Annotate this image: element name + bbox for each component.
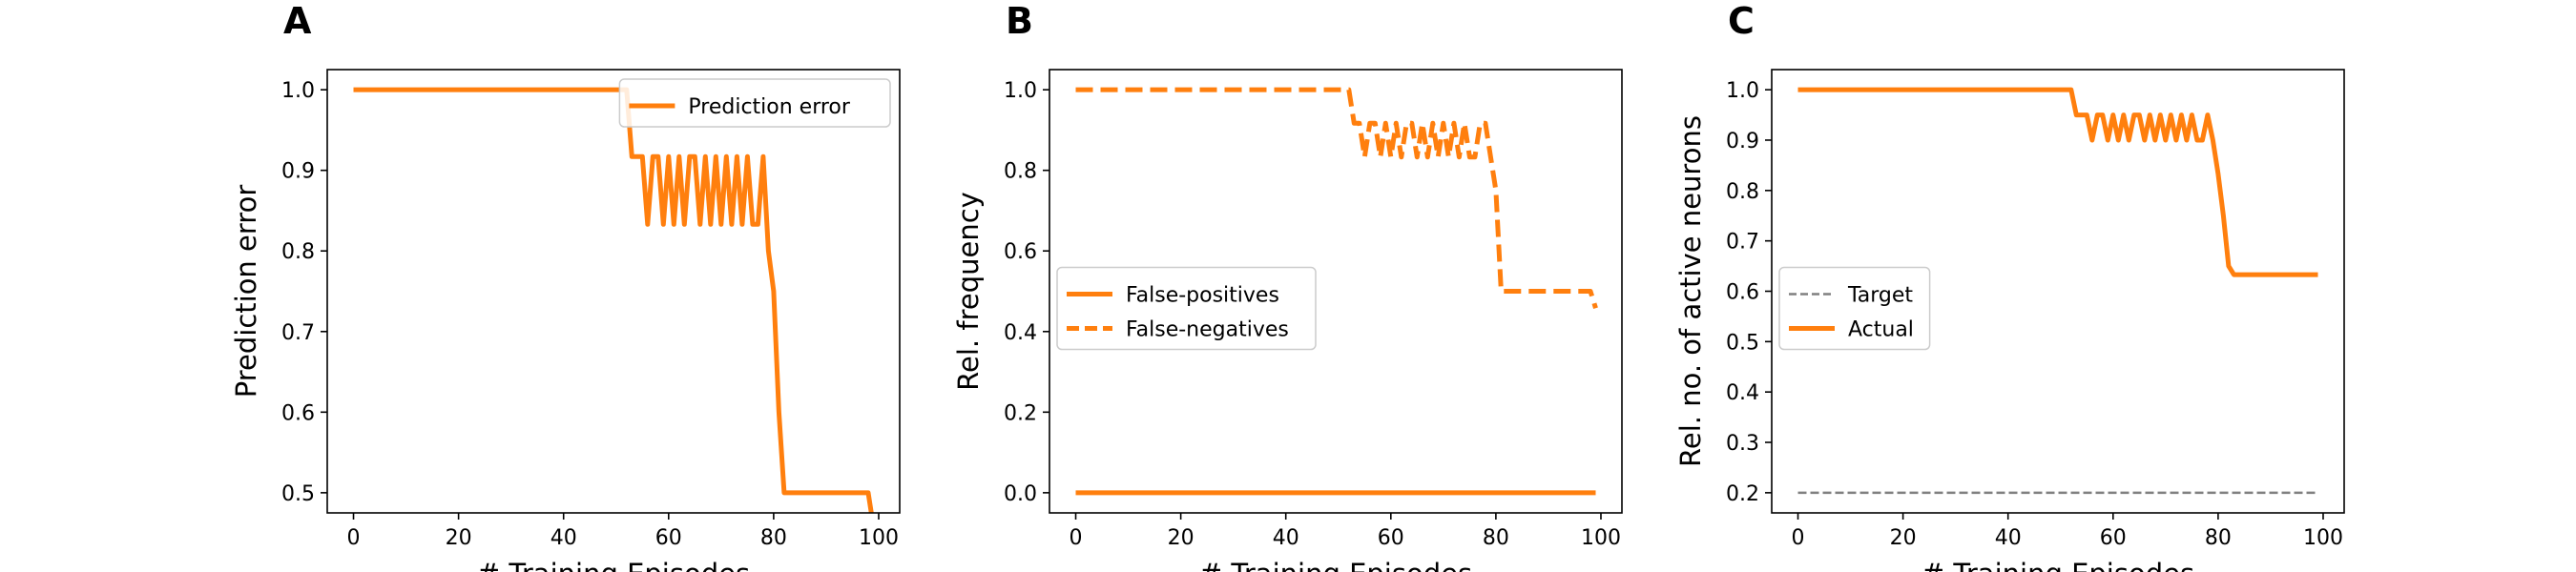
x-tick-label: 40	[551, 526, 577, 550]
y-tick-label: 0.4	[1726, 381, 1759, 405]
legend-label: Prediction error	[688, 95, 850, 119]
x-tick-label: 20	[1890, 526, 1917, 550]
x-tick-label: 100	[2303, 526, 2343, 550]
chart-panel-b: B 0 20 40 60 80 100 0.0 0.2 0.4 0.6 0.8 1.0 # Trainin…	[952, 0, 1623, 572]
y-axis-label: Prediction error	[230, 185, 262, 398]
legend-label: False-positives	[1126, 284, 1279, 308]
y-tick-label: 1.0	[1726, 79, 1759, 103]
y-tick-label: 0.3	[1726, 432, 1759, 456]
y-tick-label: 0.7	[1726, 231, 1759, 255]
chart-panel-c: C 0 20 40 60 80 100 0.2 0.3 0.4 0.5 0.6 0.7 0.8 0.9 1.0…	[1674, 0, 2345, 572]
x-tick-label: 20	[446, 526, 472, 550]
x-tick-label: 0	[347, 526, 361, 550]
x-tick-label: 60	[2100, 526, 2127, 550]
x-tick-label: 20	[1168, 526, 1195, 550]
series-line-prediction-error	[353, 87, 874, 513]
y-tick-label: 0.8	[1726, 180, 1759, 204]
legend-label: False-negatives	[1126, 318, 1289, 342]
y-tick-label: 0.6	[1004, 240, 1037, 264]
series-line-actual	[1797, 87, 2318, 277]
x-tick-label: 80	[2205, 526, 2232, 550]
legend-label: Actual	[1848, 318, 1914, 342]
y-tick-label: 0.8	[281, 240, 315, 264]
x-tick-label: 60	[655, 526, 682, 550]
legend: Target Actual	[1778, 266, 1931, 351]
y-axis-label: Rel. frequency	[952, 192, 985, 391]
x-axis-label: # Training Episodes	[1922, 558, 2194, 572]
y-tick-label: 0.9	[281, 160, 315, 184]
y-tick-label: 0.2	[1726, 482, 1759, 506]
x-tick-label: 100	[1581, 526, 1621, 550]
x-axis-label: # Training Episodes	[1199, 558, 1472, 572]
y-tick-label: 0.5	[281, 482, 315, 506]
panel-label: A	[283, 0, 312, 42]
y-tick-label: 0.9	[1726, 130, 1759, 153]
x-tick-label: 40	[1273, 526, 1299, 550]
x-tick-label: 80	[760, 526, 787, 550]
y-tick-label: 0.6	[281, 401, 315, 425]
x-tick-label: 0	[1792, 526, 1805, 550]
panel-label: B	[1006, 0, 1033, 42]
x-tick-label: 80	[1483, 526, 1509, 550]
chart-panel-a: A 0 20 40 60 80 100 0.5 0.6 0.7 0.8 0.9 1.0 # Trainin…	[230, 0, 901, 572]
axes-frame	[326, 69, 901, 514]
x-tick-label: 40	[1995, 526, 2022, 550]
legend-box	[1056, 266, 1317, 351]
y-tick-label: 0.0	[1004, 482, 1037, 506]
panel-label: C	[1728, 0, 1755, 42]
x-tick-label: 60	[1378, 526, 1404, 550]
y-axis-label: Rel. no. of active neurons	[1674, 115, 1707, 467]
y-tick-label: 0.5	[1726, 331, 1759, 355]
y-tick-label: 1.0	[281, 79, 315, 103]
y-tick-label: 1.0	[1004, 79, 1037, 103]
x-tick-label: 0	[1070, 526, 1083, 550]
legend-label: Target	[1847, 284, 1913, 308]
x-tick-label: 100	[859, 526, 899, 550]
y-tick-label: 0.6	[1726, 281, 1759, 305]
axes-frame	[1049, 69, 1623, 514]
series-line-false-negatives	[1075, 87, 1598, 310]
y-tick-label: 0.2	[1004, 401, 1037, 425]
y-tick-label: 0.7	[281, 321, 315, 345]
legend-box	[618, 78, 891, 128]
y-tick-label: 0.4	[1004, 321, 1037, 345]
x-axis-label: # Training Episodes	[477, 558, 750, 572]
y-tick-label: 0.8	[1004, 160, 1037, 184]
legend: Prediction error	[618, 78, 891, 128]
legend: False-positives False-negatives	[1056, 266, 1317, 351]
